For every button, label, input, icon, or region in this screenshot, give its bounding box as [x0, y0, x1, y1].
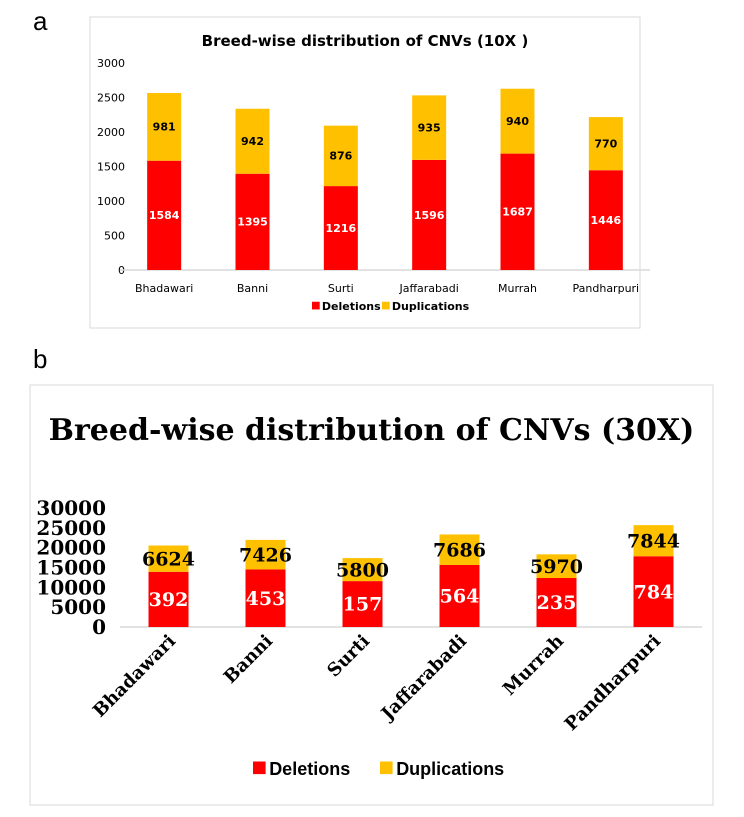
data-label: 935 [418, 121, 441, 134]
data-label: 981 [153, 121, 176, 134]
y-tick-label: 25000 [36, 516, 106, 540]
data-label: 235 [537, 592, 577, 614]
bar-deletions [500, 153, 535, 270]
bar-duplications [148, 545, 189, 572]
legend-swatch [380, 761, 393, 775]
data-label: 876 [329, 150, 352, 163]
bar-deletions [633, 556, 674, 627]
bar-deletions [536, 578, 577, 627]
x-tick-label: Pandharpuri [573, 282, 640, 295]
legend-swatch [312, 301, 320, 310]
data-label: 5970 [530, 556, 583, 578]
bar-deletions [245, 569, 286, 627]
data-label: 1216 [326, 222, 357, 235]
y-tick-label: 30000 [36, 496, 106, 520]
bar-duplications [412, 95, 447, 160]
legend-label: Deletions [269, 759, 350, 779]
bar-duplications [342, 558, 383, 582]
bar-duplications [500, 88, 535, 154]
bar-deletions [323, 186, 358, 270]
bar-duplications [245, 539, 286, 570]
y-tick-label: 15000 [36, 556, 106, 580]
x-tick-label: Surti [328, 282, 354, 295]
legend-label: Duplications [392, 300, 470, 313]
bar-duplications [439, 534, 480, 565]
x-tick-label: Murrah [498, 282, 537, 295]
bar-duplications [235, 108, 270, 174]
chart-title: Breed-wise distribution of CNVs (10X ) [202, 32, 529, 50]
legend-swatch [382, 301, 390, 310]
bar-deletions [342, 581, 383, 627]
bar-duplications [588, 117, 623, 171]
panel-label-a: a [33, 6, 48, 36]
chart-frame [89, 16, 641, 329]
data-label: 784 [634, 581, 674, 603]
bar-duplications [633, 525, 674, 557]
data-label: 5800 [336, 559, 389, 581]
data-label: 942 [241, 135, 264, 148]
data-label: 6624 [142, 548, 195, 570]
y-tick-label: 3000 [97, 57, 125, 70]
data-label: 1446 [591, 214, 622, 227]
y-tick-label: 0 [92, 615, 106, 639]
x-tick-label: Jaffarabadi [398, 282, 458, 295]
bar-deletions [412, 159, 447, 270]
chart-b: Breed-wise distribution of CNVs (30X) 050… [29, 384, 714, 806]
y-tick-label: 2000 [97, 126, 125, 139]
data-label: 7686 [433, 539, 486, 561]
data-label: 1596 [414, 209, 445, 222]
bar-duplications [323, 125, 358, 187]
data-label: 7426 [239, 544, 292, 566]
legend-label: Deletions [322, 300, 381, 313]
y-tick-label: 1500 [97, 160, 125, 173]
bar-duplications [147, 93, 182, 161]
bar-deletions [147, 160, 182, 270]
y-tick-label: 500 [104, 229, 125, 242]
data-label: 940 [506, 115, 529, 128]
y-tick-label: 20000 [36, 536, 106, 560]
x-tick-label: Bhadawari [135, 282, 193, 295]
bar-deletions [235, 173, 270, 270]
chart-a: Breed-wise distribution of CNVs (10X )05… [89, 16, 650, 329]
data-label: 392 [149, 589, 189, 611]
bar-duplications [536, 554, 577, 579]
panel-label-b: b [33, 344, 48, 374]
bar-deletions [588, 170, 623, 270]
data-label: 7844 [627, 530, 680, 552]
bar-deletions [148, 571, 189, 627]
y-tick-label: 2500 [97, 91, 125, 104]
bar-deletions [439, 564, 480, 627]
y-tick-label: 5000 [50, 595, 106, 619]
y-tick-label: 10000 [36, 575, 106, 599]
data-label: 1687 [502, 206, 533, 219]
y-tick-label: 1000 [97, 195, 125, 208]
x-tick-label: Banni [237, 282, 268, 295]
chart-title: Breed-wise distribution of CNVs (30X) [49, 413, 695, 448]
data-label: 1584 [149, 209, 180, 222]
data-label: 1395 [237, 216, 268, 229]
data-label: 453 [246, 588, 286, 610]
legend-swatch [253, 761, 266, 775]
data-label: 564 [440, 586, 480, 608]
data-label: 157 [343, 594, 383, 616]
legend-label: Duplications [396, 759, 504, 779]
data-label: 770 [594, 138, 617, 151]
